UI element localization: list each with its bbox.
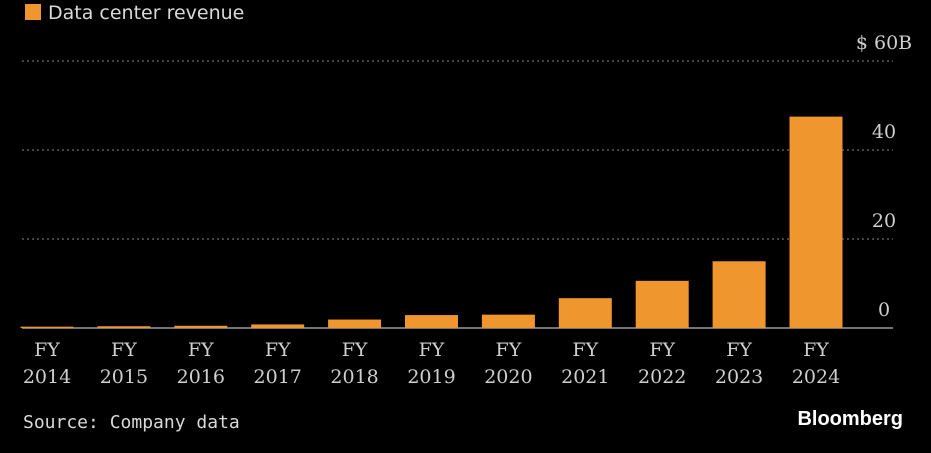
x-tick-label: FY 2020: [484, 339, 532, 388]
x-tick-label: FY 2015: [100, 339, 148, 388]
y-axis-ticks: $ 60B 40 20 0: [856, 32, 912, 321]
y-tick-label: 40: [872, 121, 896, 143]
bar: [20, 326, 74, 328]
x-tick-label: FY 2022: [638, 339, 686, 388]
x-tick-label: FY 2016: [177, 339, 225, 388]
x-tick-label: FY 2018: [330, 339, 378, 388]
legend-swatch: [25, 4, 41, 20]
bar: [405, 315, 458, 328]
bars: [20, 116, 843, 328]
bloomberg-logo: Bloomberg: [797, 408, 903, 430]
y-tick-label: 20: [872, 210, 896, 232]
bar: [174, 325, 228, 328]
y-tick-label: $ 60B: [856, 32, 912, 54]
x-axis-ticks: FY 2014 FY 2015 FY 2016 FY 2017 FY 2018 FY 2019 FY 20…: [23, 339, 840, 388]
x-tick-label: FY 2014: [23, 339, 71, 388]
bar: [789, 116, 843, 328]
source-note: Source: Company data: [23, 412, 240, 433]
x-tick-label: FY 2019: [407, 339, 455, 388]
bar: [97, 326, 151, 328]
x-tick-label: FY 2017: [254, 339, 302, 388]
bar: [712, 261, 766, 328]
legend: Data center revenue: [25, 2, 244, 24]
bar: [251, 324, 305, 328]
x-tick-label: FY 2023: [715, 339, 763, 388]
y-tick-label: 0: [878, 299, 890, 321]
bar: [635, 280, 689, 328]
legend-label: Data center revenue: [48, 2, 244, 24]
bar: [328, 319, 382, 328]
bar: [558, 298, 612, 328]
x-tick-label: FY 2024: [792, 339, 840, 388]
x-tick-label: FY 2021: [561, 339, 609, 388]
bar: [481, 314, 535, 328]
